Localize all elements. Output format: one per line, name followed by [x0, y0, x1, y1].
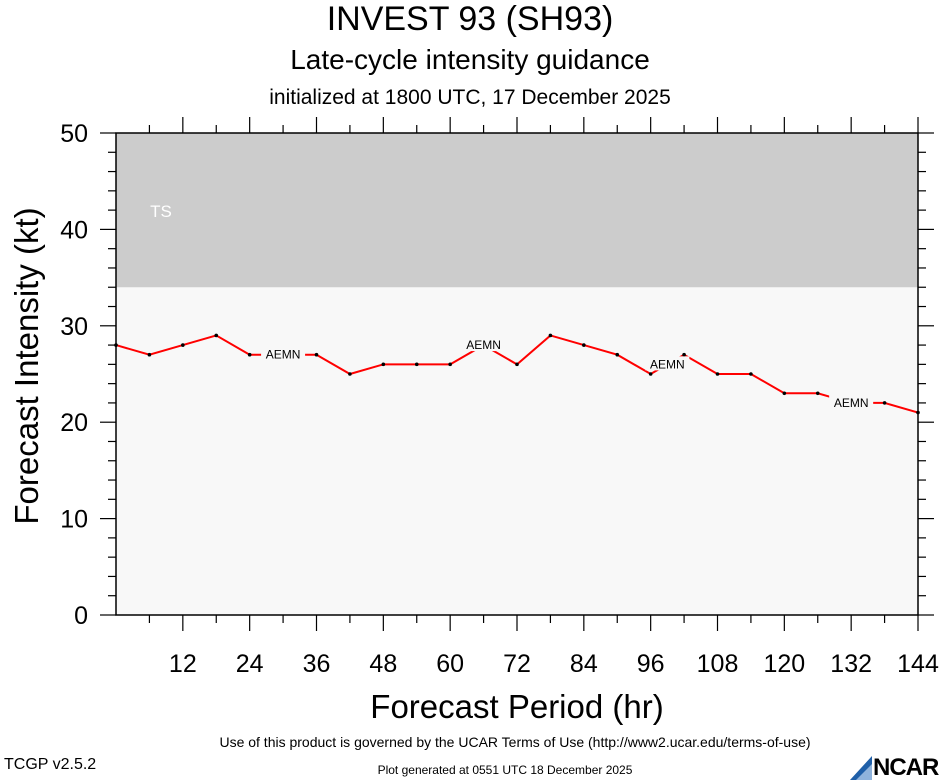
data-point — [448, 362, 452, 367]
data-point — [548, 333, 553, 338]
data-point — [314, 352, 319, 357]
data-point — [515, 362, 519, 367]
version-label: TCGP v2.5.2 — [4, 756, 97, 773]
data-point — [214, 333, 219, 338]
data-point — [916, 410, 920, 415]
x-tick-label: 108 — [697, 650, 739, 678]
generated-timestamp: Plot generated at 0551 UTC 18 December 2… — [377, 763, 633, 777]
data-point — [181, 343, 185, 347]
data-point — [348, 372, 352, 376]
data-point — [247, 352, 252, 357]
chart-subtitle: Late-cycle intensity guidance — [290, 44, 650, 75]
x-tick-label: 120 — [763, 650, 805, 678]
series-label: AEMN — [266, 348, 301, 362]
series-label-bg — [261, 346, 306, 361]
y-tick-label: 40 — [60, 216, 88, 244]
init-time-line: initialized at 1800 UTC, 17 December 202… — [269, 86, 671, 109]
x-tick-label: 48 — [369, 650, 397, 678]
x-tick-label: 36 — [303, 650, 331, 678]
terms-notice: Use of this product is governed by the U… — [219, 734, 811, 750]
data-point — [749, 372, 753, 376]
x-tick-label: 12 — [169, 650, 197, 678]
series-label-bg — [829, 394, 874, 409]
x-tick-label: 144 — [897, 650, 939, 678]
data-point — [782, 391, 787, 396]
chart-title: INVEST 93 (SH93) — [326, 0, 614, 38]
ncar-logo-text: NCAR — [873, 754, 939, 781]
data-point — [147, 352, 152, 357]
data-point — [882, 401, 887, 405]
data-point — [615, 352, 620, 357]
series-label: AEMN — [650, 357, 685, 371]
series-label: AEMN — [466, 338, 501, 352]
data-point — [648, 372, 653, 376]
data-point — [715, 372, 720, 376]
y-tick-label: 0 — [74, 602, 88, 630]
x-tick-label: 60 — [436, 650, 464, 678]
x-tick-label: 24 — [236, 650, 264, 678]
series-label-bg — [645, 356, 690, 371]
y-axis-label: Forecast Intensity (kt) — [8, 207, 45, 524]
data-point — [381, 362, 386, 367]
x-tick-label: 96 — [637, 650, 665, 678]
data-point — [815, 391, 820, 396]
y-tick-label: 10 — [60, 506, 88, 534]
data-point — [582, 343, 586, 347]
series-label-bg — [461, 337, 506, 352]
x-tick-label: 84 — [570, 650, 598, 678]
x-tick-label: 72 — [503, 650, 531, 678]
ncar-logo — [850, 756, 872, 780]
x-axis-label: Forecast Period (hr) — [370, 688, 663, 725]
y-tick-label: 50 — [60, 120, 88, 148]
band-ts — [116, 133, 918, 288]
data-point — [414, 362, 419, 367]
y-tick-label: 30 — [60, 313, 88, 341]
y-tick-label: 20 — [60, 409, 88, 437]
band-label-ts: TS — [150, 202, 172, 221]
data-point — [682, 352, 686, 357]
data-point — [114, 343, 118, 347]
x-tick-label: 132 — [830, 650, 872, 678]
series-label: AEMN — [834, 396, 869, 410]
